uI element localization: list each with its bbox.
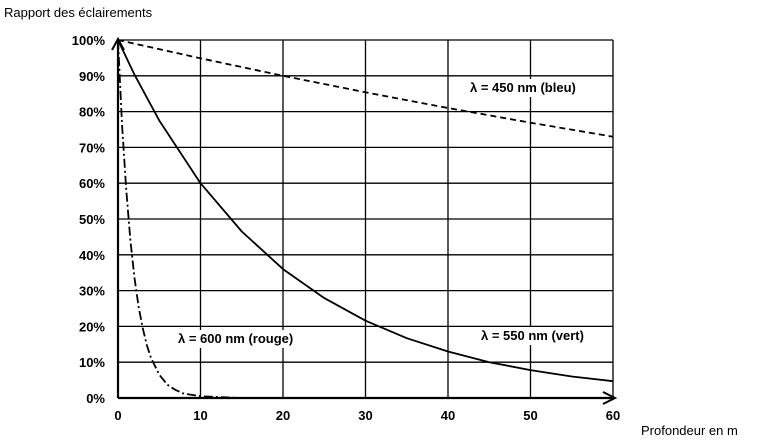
x-tick-label: 30 xyxy=(358,408,372,423)
y-tick-label: 0% xyxy=(86,391,105,406)
x-tick-label: 50 xyxy=(523,408,537,423)
series-label: λ = 550 nm (vert) xyxy=(481,328,584,343)
series-label: λ = 450 nm (bleu) xyxy=(470,80,576,95)
y-tick-label: 100% xyxy=(72,33,106,48)
x-tick-label: 0 xyxy=(114,408,121,423)
x-tick-label: 60 xyxy=(606,408,620,423)
y-tick-label: 10% xyxy=(79,355,105,370)
x-tick-label: 20 xyxy=(276,408,290,423)
blue-450nm-line xyxy=(117,39,614,138)
y-axis-title: Rapport des éclairements xyxy=(4,5,153,20)
y-tick-label: 50% xyxy=(79,212,105,227)
green-550nm-line xyxy=(117,39,614,383)
y-tick-label: 20% xyxy=(79,319,105,334)
y-tick-labels: 0% 10% 20% 30% 40% 50% 60% 70% 80% 90% 100% xyxy=(72,33,106,406)
x-tick-label: 10 xyxy=(193,408,207,423)
x-axis-title: Profondeur en m xyxy=(641,423,738,438)
y-tick-label: 90% xyxy=(79,69,105,84)
series-label-background xyxy=(175,330,311,348)
y-tick-label: 40% xyxy=(79,248,105,263)
red-600nm-line xyxy=(117,39,613,399)
series-label: λ = 600 nm (rouge) xyxy=(178,331,293,346)
series-labels: λ = 450 nm (bleu) λ = 550 nm (vert) λ = 60… xyxy=(175,79,603,348)
series-label-background xyxy=(478,327,603,345)
series-label-background xyxy=(467,79,595,97)
y-tick-label: 80% xyxy=(79,105,105,120)
y-tick-label: 60% xyxy=(79,176,105,191)
x-axis-arrow-icon xyxy=(602,391,618,405)
y-tick-label: 70% xyxy=(79,140,105,155)
series-lines xyxy=(117,39,614,399)
x-tick-labels: 0 10 20 30 40 50 60 xyxy=(114,408,620,423)
axes xyxy=(111,36,618,405)
y-axis-arrow-icon xyxy=(111,36,125,51)
y-tick-label: 30% xyxy=(79,284,105,299)
x-tick-label: 40 xyxy=(441,408,455,423)
